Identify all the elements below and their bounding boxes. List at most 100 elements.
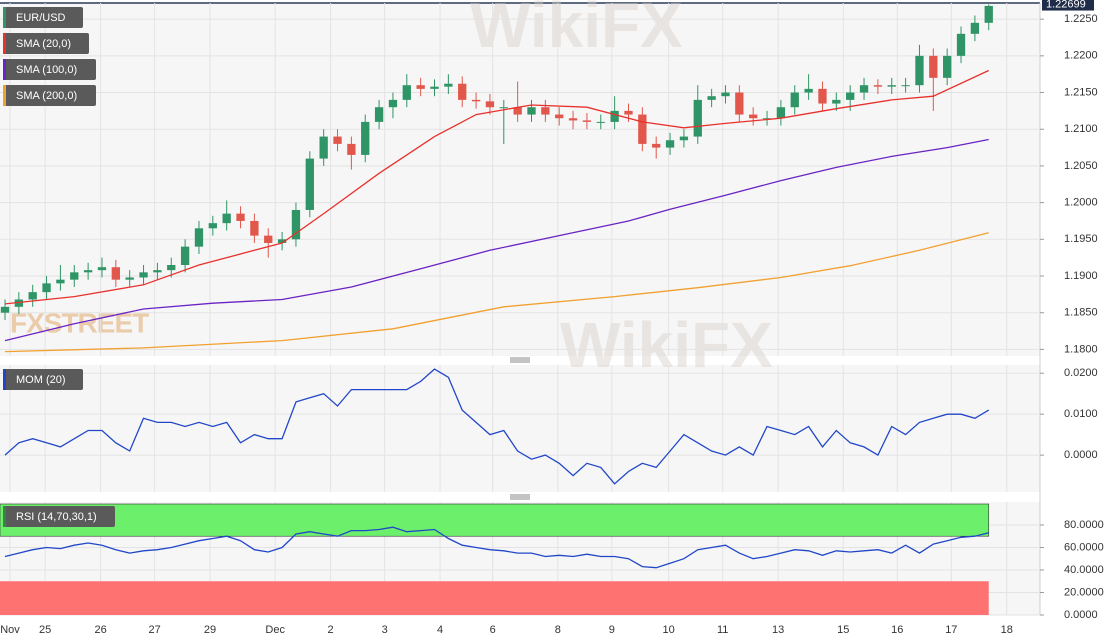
candle-body [582,120,592,122]
divider-handle [510,357,530,500]
x-tick-label: 10 [663,624,675,636]
y-tick-label: 1.2000 [1064,197,1098,209]
candle-body [804,88,813,93]
series-line [4,69,989,305]
legend-swatch [3,369,6,390]
candle-body [97,267,107,271]
candle-body [333,136,342,144]
candle-body [970,22,980,34]
candle-body [749,114,758,119]
candle-body [305,158,314,210]
legend-swatch [3,59,6,80]
legend-box [3,59,96,80]
legend-box [3,369,83,390]
y-tick-label: 1.1900 [1064,270,1098,282]
y-tick-label: 80.0000 [1064,519,1104,531]
candle-body [444,83,453,87]
legend-label: SMA (20,0) [16,38,71,50]
y-tick-label: 0.0200 [1064,367,1098,379]
x-tick-label: 8 [555,624,561,636]
y-tick-label: 1.2050 [1064,160,1098,172]
legend-box [3,33,89,54]
candle-body [790,92,799,108]
price-panel [0,3,1040,356]
candle-body [873,85,883,87]
candle-body [915,55,924,86]
x-tick-label: 11 [717,624,728,636]
candle-body [846,92,855,100]
legend-swatch [3,506,6,527]
y-tick-label: 0.0000 [1064,449,1098,461]
x-tick-label: 25 [39,624,51,636]
last-price-tag [1042,0,1094,11]
candle-body [485,101,495,108]
candle-body [652,143,661,148]
candle-body [361,121,370,155]
x-tick-label: 18 [1001,624,1013,636]
x-tick-label: Nov [0,624,20,636]
candle-body [458,83,467,100]
legend-swatch [3,33,6,54]
marks [0,4,993,569]
legend-box [3,85,96,106]
y-tick-label: 20.0000 [1064,586,1104,598]
candle-body [679,136,689,141]
candle-body [28,292,37,300]
overbought-band [0,503,990,537]
candle-body [887,85,896,87]
candle-body [541,107,550,115]
candle-body [83,270,93,273]
grid [0,3,1040,616]
x-tick-label: 17 [945,624,957,636]
x-tick-label: 4 [437,624,443,636]
legend-label: SMA (100,0) [16,64,77,76]
candle-body [513,107,522,115]
x-tick-label: 15 [837,624,849,636]
series-line [4,368,990,485]
legend-label: RSI (14,70,30,1) [16,511,97,523]
candle-body [707,96,716,100]
x-tick-label: Dec [265,624,285,636]
oversold-band [0,581,989,615]
x-tick-label: 9 [609,624,615,636]
legend-label: SMA (200,0) [16,90,77,102]
x-tick-label: 6 [490,624,496,636]
y-tick-label: 40.0000 [1064,564,1104,576]
candle-body [568,118,578,121]
candle-body [416,85,425,89]
candle-body [624,110,633,115]
candle-body [471,99,481,102]
y-tick-label: 1.1800 [1064,343,1098,355]
candle-body [901,85,910,87]
y-tick-label: 1.2100 [1064,123,1098,135]
candle-body [208,223,217,229]
candle-body [42,283,51,293]
candle-body [14,299,24,307]
candle-body [139,272,148,278]
y-tick-label: 0.0000 [1064,609,1098,621]
series-line [4,138,989,342]
x-tick-label: 13 [772,624,784,636]
candle-body [430,86,439,89]
x-tick-label: 16 [891,624,903,636]
x-tick-label: 27 [149,624,161,636]
candle-body [638,114,647,144]
candle-body [956,33,966,56]
x-tick-label: 26 [94,624,106,636]
last-price-label: 1.22699 [1046,0,1086,10]
candle-body [70,272,79,280]
y-tick-label: 0.0100 [1064,408,1098,420]
legend-swatch [3,7,6,28]
candle-body [818,88,827,104]
candle-body [250,220,259,236]
candle-body [319,136,328,159]
candle-body [665,140,675,148]
candle-body [111,267,120,280]
x-tick-label: 3 [382,624,388,636]
candle-body [693,99,702,137]
candle-body [555,114,564,119]
candle-body [125,277,134,280]
candle-body [0,306,10,313]
candle-body [374,107,384,122]
